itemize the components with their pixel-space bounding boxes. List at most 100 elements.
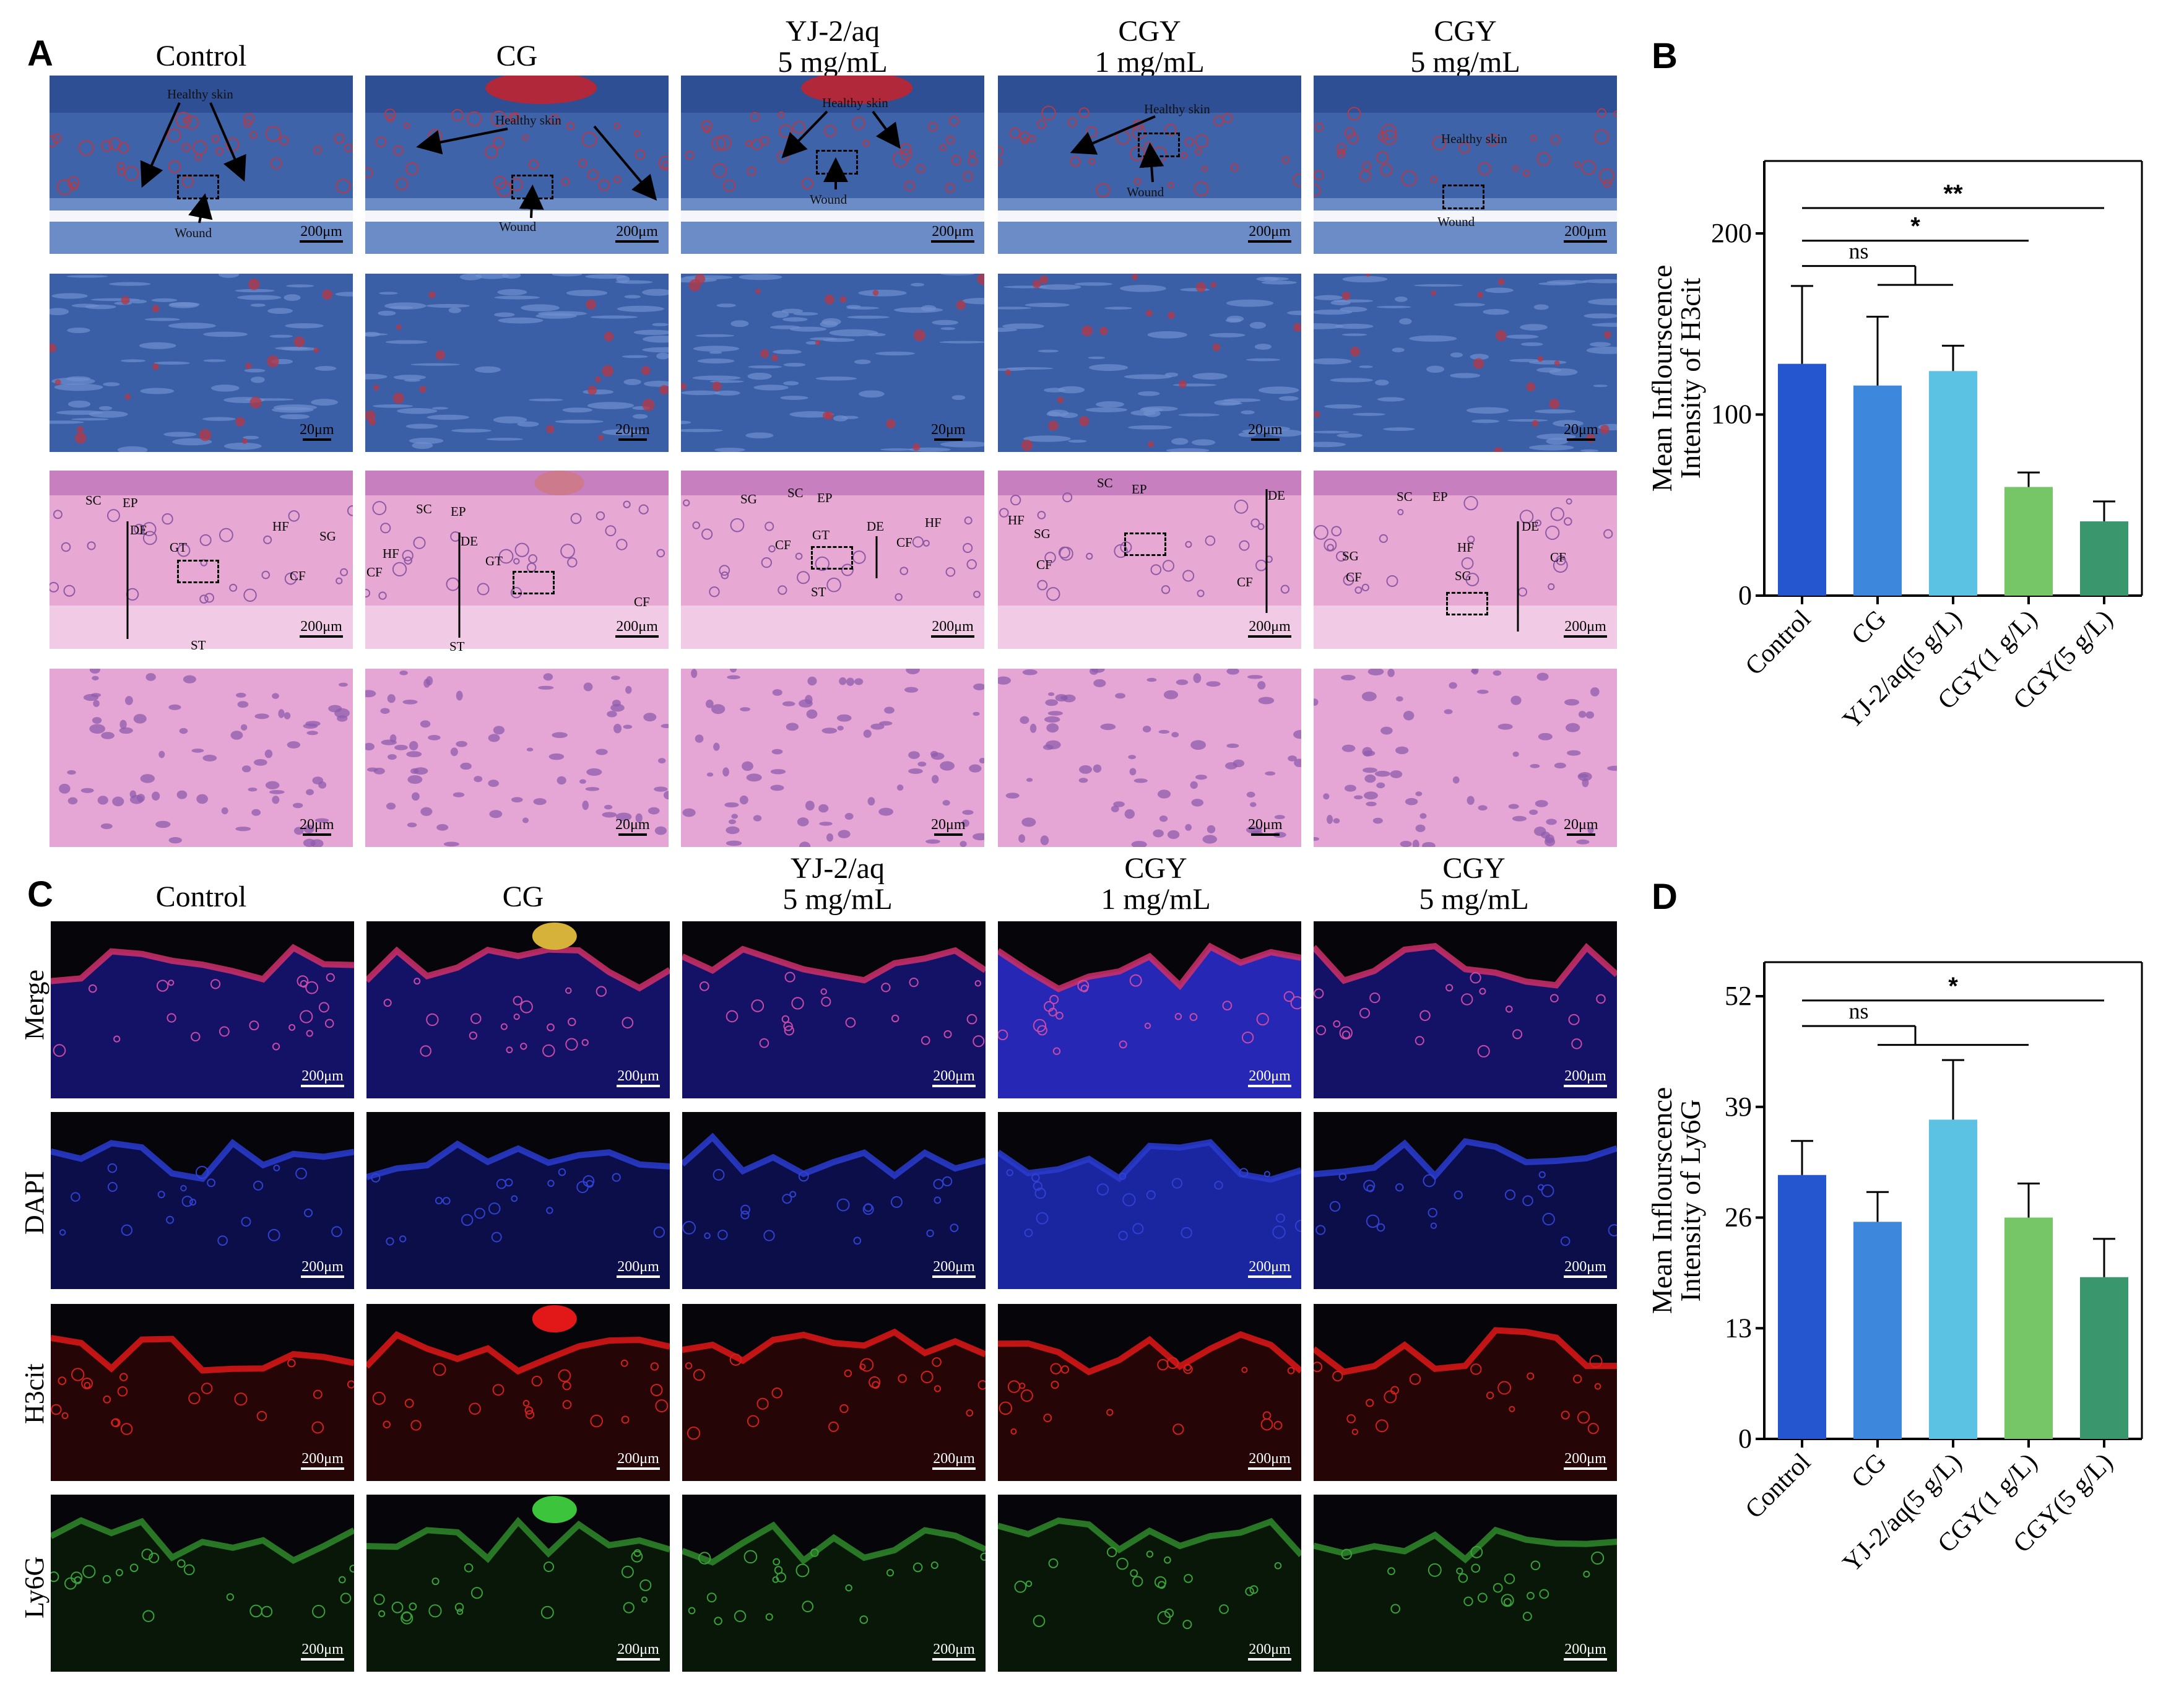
fluorescence-image — [1314, 1304, 1617, 1481]
col-title-cg: CG — [496, 40, 538, 72]
significance-label: ns — [1848, 999, 1868, 1023]
scale-bar: 20μm — [1248, 422, 1283, 441]
scale-bar: 200μm — [932, 1451, 976, 1470]
scale-bar: 200μm — [1564, 1451, 1607, 1470]
scale-bar: 200μm — [300, 619, 343, 638]
label-de: DE — [1522, 519, 1539, 534]
label-cf: CF — [1237, 575, 1253, 589]
y-tick-label: 39 — [1725, 1092, 1752, 1122]
label-sg: SG — [1342, 549, 1359, 563]
bar — [1928, 371, 1978, 596]
scale-bar: 20μm — [615, 422, 650, 441]
scale-bar: 200μm — [932, 1069, 976, 1087]
histology-image — [1314, 274, 1617, 452]
label-hf: HF — [1008, 513, 1025, 528]
roi-box — [816, 150, 858, 175]
y-axis-label: Mean Inflourscence — [1646, 1087, 1678, 1314]
label-healthy-skin: Healthy skin — [495, 113, 561, 128]
label-de: DE — [1268, 488, 1285, 503]
scale-bar: 20μm — [300, 422, 334, 441]
significance-label: ** — [1943, 180, 1963, 207]
label-hf: HF — [925, 515, 942, 530]
label-cf: CF — [1036, 557, 1052, 572]
fluorescence-image — [1314, 1495, 1617, 1672]
label-healthy-skin: Healthy skin — [1441, 131, 1507, 146]
scale-bar: 20μm — [1564, 817, 1598, 836]
roi-box — [511, 175, 553, 199]
scale-bar: 200μm — [1564, 1642, 1607, 1661]
fluorescence-image — [1314, 1112, 1617, 1289]
bar — [1777, 363, 1827, 596]
fluorescence-image — [682, 1112, 986, 1289]
label-sc: SC — [787, 485, 804, 500]
scale-bar: 20μm — [615, 817, 650, 836]
roi-box — [1442, 185, 1484, 209]
scale-bar: 200μm — [301, 1069, 344, 1087]
row-label-dapi: DAPI — [19, 1171, 50, 1235]
significance-label: * — [1910, 213, 1920, 240]
histology-image — [365, 669, 669, 847]
bar — [2004, 487, 2053, 596]
label-sc: SC — [1097, 476, 1113, 490]
histology-image — [681, 669, 984, 847]
scale-bar: 20μm — [931, 817, 966, 836]
y-axis-label: Mean Inflourscence — [1646, 265, 1678, 492]
bar — [2079, 1277, 2129, 1439]
fluorescence-image — [998, 1495, 1301, 1672]
scale-bar: 200μm — [931, 619, 974, 638]
label-sg: SG — [1034, 526, 1051, 541]
label-st: ST — [811, 584, 826, 599]
histology-image — [50, 274, 353, 452]
fluorescence-image — [51, 1495, 354, 1672]
label-sc: SC — [1397, 489, 1413, 504]
scale-bar: 20μm — [1248, 817, 1283, 836]
scale-bar: 200μm — [1248, 224, 1291, 243]
histology-image — [1314, 471, 1617, 649]
histology-image — [365, 471, 669, 649]
col-title-yj: YJ-2/aq 5 mg/mL — [782, 852, 893, 916]
label-cf: CF — [775, 537, 791, 552]
scale-bar: 20μm — [300, 817, 334, 836]
scale-bar: 200μm — [932, 1259, 976, 1278]
label-gt: GT — [170, 540, 187, 555]
y-tick-label: 0 — [1738, 1423, 1752, 1454]
panel-label-d: D — [1652, 877, 1678, 917]
scale-bar: 200μm — [1564, 224, 1607, 243]
col-title-cgy5: CGY 5 mg/mL — [1410, 15, 1520, 79]
roi-box — [811, 546, 853, 570]
label-sg: SG — [740, 492, 757, 506]
label-cf: CF — [634, 594, 650, 609]
y-tick-label: 0 — [1738, 580, 1752, 610]
fluorescence-image — [51, 1112, 354, 1289]
bar — [2079, 521, 2129, 596]
label-healthy-skin: Healthy skin — [167, 87, 233, 102]
fluorescence-image — [366, 1112, 670, 1289]
label-hf: HF — [1457, 540, 1474, 555]
scale-bar: 200μm — [1564, 619, 1607, 638]
fluorescence-image — [682, 1304, 986, 1481]
col-title-cgy1: CGY 1 mg/mL — [1094, 15, 1205, 79]
scale-bar: 200μm — [931, 224, 974, 243]
label-st: ST — [191, 638, 206, 653]
x-tick-label: CG — [1846, 605, 1892, 651]
histology-image — [998, 471, 1301, 649]
histology-image — [998, 76, 1301, 254]
bar — [1777, 1175, 1827, 1439]
label-healthy-skin: Healthy skin — [822, 95, 888, 110]
histology-image — [365, 274, 669, 452]
label-wound: Wound — [810, 192, 847, 207]
scale-bar: 200μm — [1564, 1069, 1607, 1087]
label-wound: Wound — [1437, 214, 1475, 229]
panel-label-a: A — [27, 33, 53, 74]
x-tick-label: Control — [1740, 605, 1816, 681]
scale-bar: 200μm — [932, 1642, 976, 1661]
scale-bar: 200μm — [617, 1642, 660, 1661]
col-title-cg: CG — [502, 880, 544, 913]
label-cf: CF — [290, 568, 306, 583]
label-wound: Wound — [499, 219, 537, 234]
roi-box — [1124, 532, 1166, 556]
